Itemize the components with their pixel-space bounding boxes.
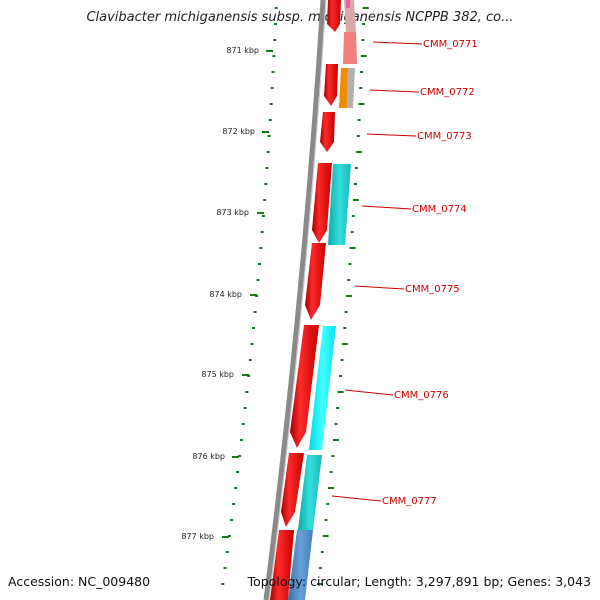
backbone-highlight [268,0,327,600]
gene-arrow[interactable] [312,163,332,243]
gene-arrow[interactable] [305,243,326,320]
gene-arrow[interactable] [281,453,304,527]
hit-block [343,32,357,64]
hit-block [339,68,348,108]
kbp-label: 874 kbp [209,290,242,299]
hit-block [347,68,355,108]
kbp-label: 872 kbp [222,127,255,136]
hit-block [328,164,351,245]
gene-labels: CMM_0771 CMM_0772 CMM_0773 CMM_0774 CMM_… [382,39,478,507]
gene-label[interactable]: CMM_0772 [420,87,475,98]
ruler-labels: 871 kbp 872 kbp 873 kbp 874 kbp 875 kbp … [181,46,273,541]
hit-block [298,455,322,530]
gene-label[interactable]: CMM_0776 [394,390,449,401]
hit-block [309,326,336,450]
kbp-label: 876 kbp [192,452,225,461]
gene-track [270,0,341,600]
gene-label[interactable]: CMM_0775 [405,284,460,295]
backbone-track [263,0,326,600]
hit-block [346,0,350,8]
gene-label[interactable]: CMM_0777 [382,496,437,507]
gene-arrow[interactable] [320,112,335,152]
genome-stats: Topology: circular; Length: 3,297,891 bp… [247,574,591,589]
gene-label[interactable]: CMM_0774 [412,204,467,215]
kbp-label: 875 kbp [201,370,234,379]
gene-label[interactable]: CMM_0771 [423,39,478,50]
label-connectors [331,41,423,502]
right-ticks [316,7,369,585]
gene-arrow[interactable] [324,64,338,106]
gene-arrow[interactable] [290,325,319,448]
map-title: Clavibacter michiganensis subsp. michiga… [86,10,514,25]
ruler-ticks [221,7,278,585]
gene-label[interactable]: CMM_0773 [417,131,472,142]
kbp-label: 873 kbp [216,208,249,217]
kbp-label: 877 kbp [181,532,214,541]
accession-label: Accession: NC_009480 [8,574,151,589]
hit-block [288,530,313,600]
hit-ring [288,0,357,600]
kbp-label: 871 kbp [226,46,259,55]
gene-arrow[interactable] [270,530,294,600]
gene-arrow[interactable] [327,0,341,32]
